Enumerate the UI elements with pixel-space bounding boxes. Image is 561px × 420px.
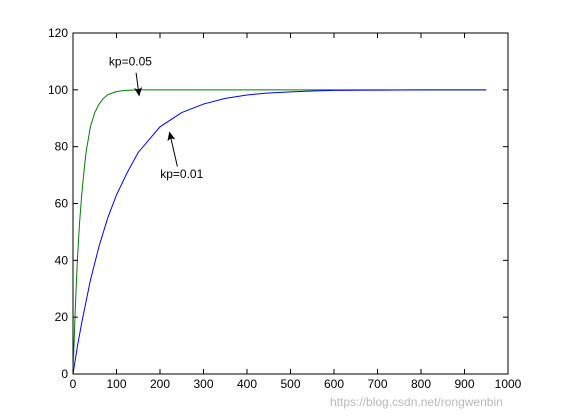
series-layer <box>72 89 487 375</box>
y-tick-label: 0 <box>61 367 68 381</box>
x-tick-label: 600 <box>324 377 344 391</box>
y-tick-label: 60 <box>55 197 69 211</box>
x-tick-label: 1000 <box>495 377 522 391</box>
plot-area <box>72 32 509 375</box>
y-tick-label: 80 <box>55 140 69 154</box>
annotation-label-0: kp=0.05 <box>109 55 152 69</box>
annotation-arrow-0 <box>134 72 143 97</box>
x-tick-label: 0 <box>70 377 77 391</box>
x-tick-label: 200 <box>150 377 170 391</box>
annotation-layer: kp=0.05 kp=0.01 <box>109 55 204 181</box>
x-tick-label: 500 <box>280 377 300 391</box>
x-tick-label: 400 <box>237 377 257 391</box>
annotation-arrow-1 <box>167 131 178 167</box>
x-tick-label: 100 <box>106 377 126 391</box>
x-tick-label: 800 <box>411 377 431 391</box>
x-tick-label: 700 <box>367 377 387 391</box>
y-tick-label: 20 <box>55 310 69 324</box>
x-tick-label: 300 <box>193 377 213 391</box>
y-tick-label: 40 <box>55 253 69 267</box>
tick-layer: 0 100 200 300 400 500 600 700 800 900 1000 0 20 40 60 8… <box>48 26 522 391</box>
series-line-1 <box>72 89 487 375</box>
y-tick-label: 120 <box>48 26 68 40</box>
y-tick-label: 100 <box>48 83 68 97</box>
annotation-label-1: kp=0.01 <box>160 167 203 181</box>
series-line-0 <box>72 89 487 375</box>
x-tick-label: 900 <box>454 377 474 391</box>
watermark-text: https://blog.csdn.net/rongwenbin <box>330 395 503 409</box>
